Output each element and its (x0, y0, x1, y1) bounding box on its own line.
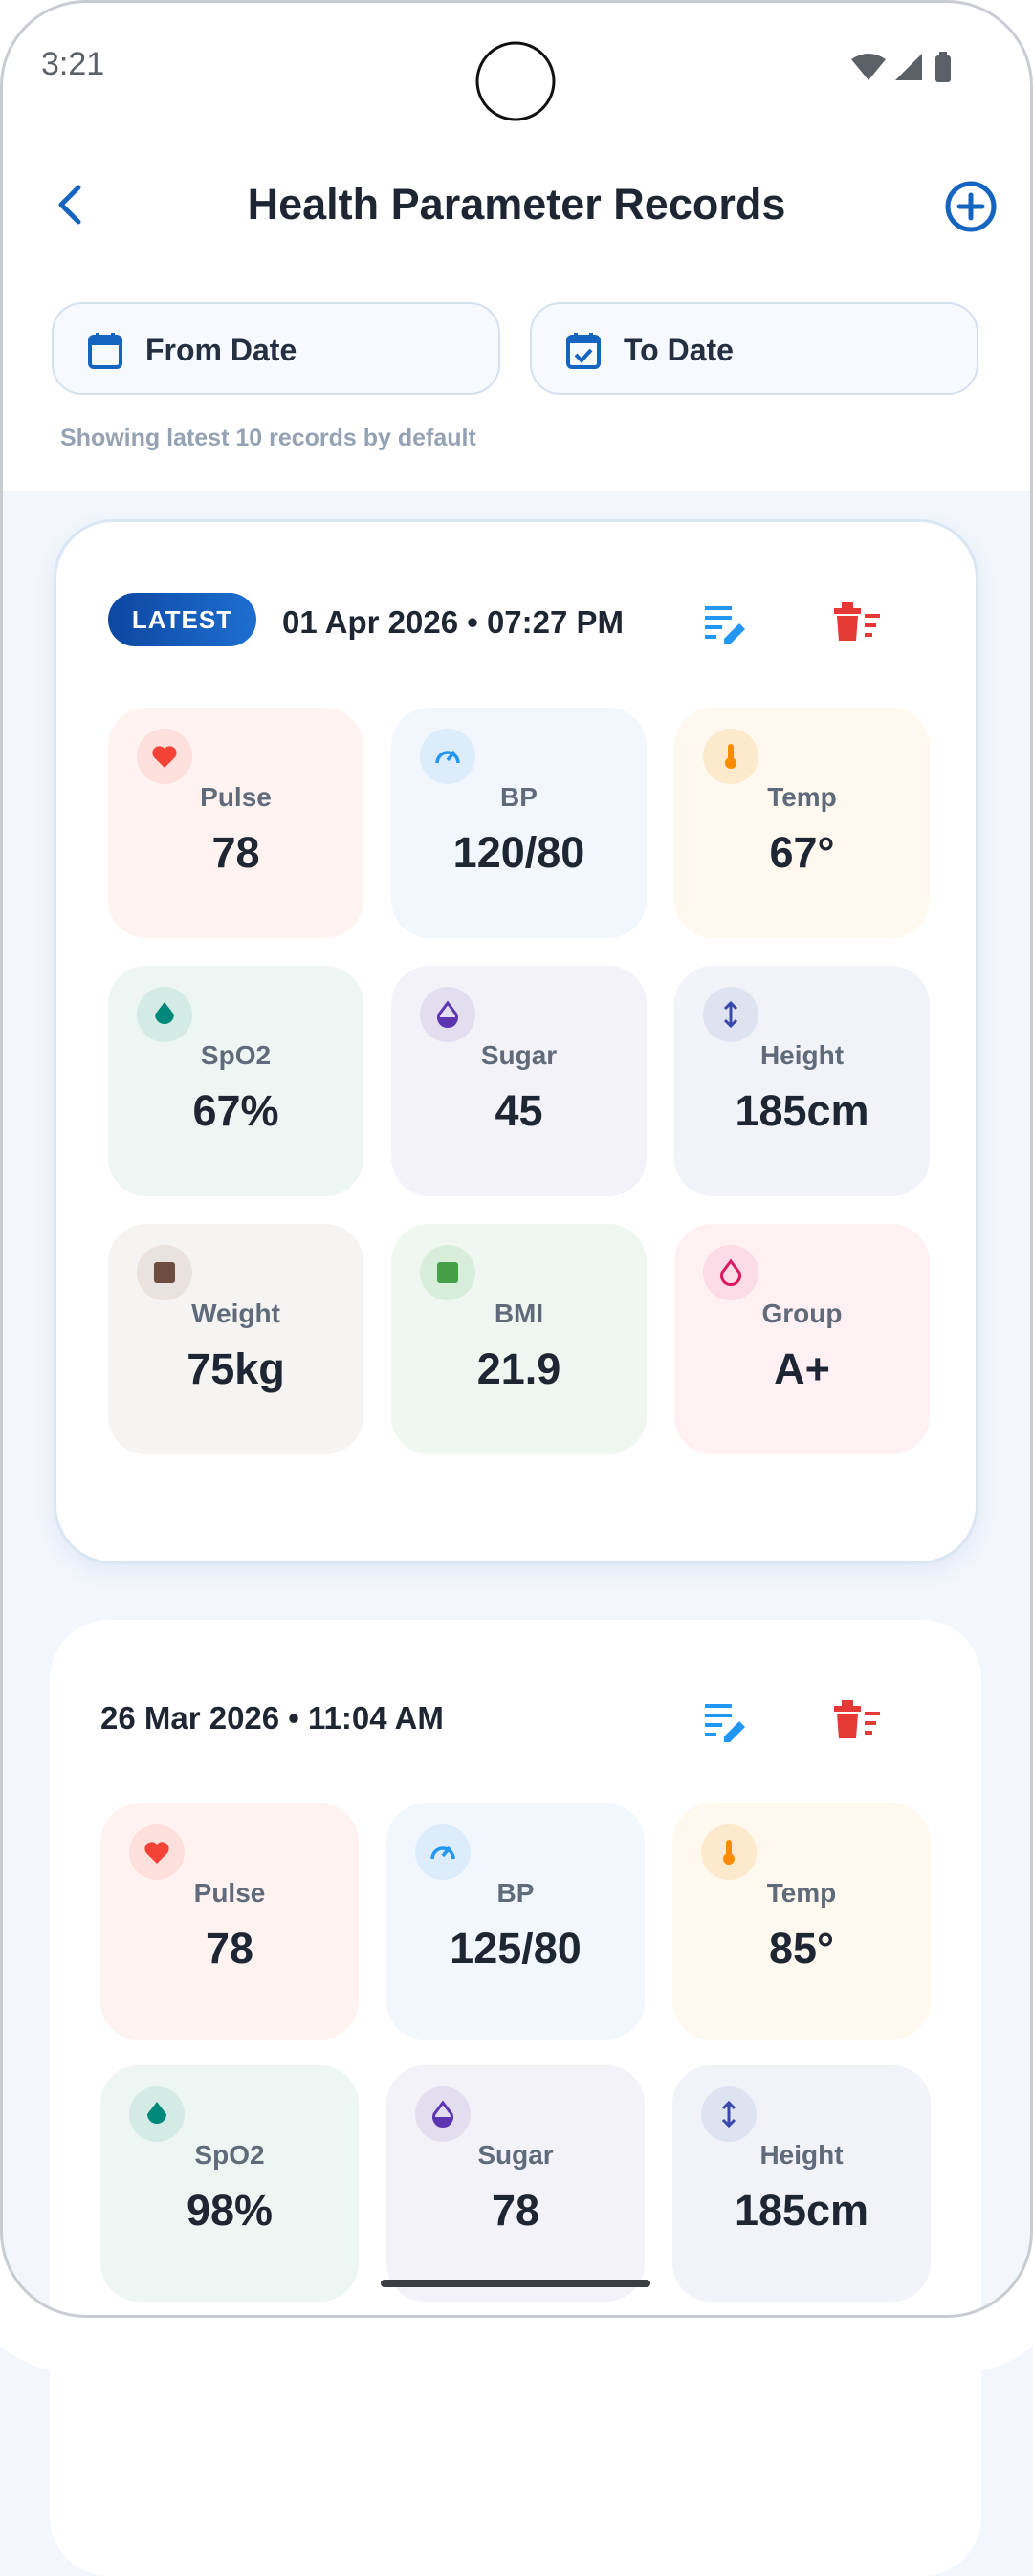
calendar-icon (88, 333, 122, 369)
metric-glyph (721, 2100, 736, 2128)
latest-badge: LATEST (108, 593, 256, 646)
metric-value: 21.9 (476, 1344, 561, 1393)
record-card: LATEST 01 Apr 2026 • 07:27 PM Pulse 78 BP 120… (54, 519, 978, 1564)
metric-icon (703, 987, 758, 1042)
metric-icon (129, 2086, 185, 2142)
metric-label: BMI (494, 1299, 544, 1328)
metric-tile: BMI 21.9 (391, 1224, 647, 1454)
metric-tile: Weight 75kg (108, 1224, 363, 1454)
metric-value: 75kg (187, 1344, 285, 1393)
metric-label: Group (761, 1299, 843, 1328)
metric-tile: Sugar 45 (391, 966, 647, 1196)
metric-glyph (720, 1258, 741, 1286)
metric-tile: Height 185cm (674, 966, 930, 1196)
edit-button[interactable] (703, 1700, 749, 1742)
metric-label: BP (496, 1878, 535, 1908)
back-button[interactable] (52, 182, 90, 228)
filter-note: Showing latest 10 records by default (60, 425, 476, 451)
metric-value: 125/80 (450, 1924, 582, 1973)
metric-label: BP (500, 782, 538, 812)
metric-value: 98% (186, 2186, 274, 2235)
edit-button[interactable] (703, 602, 749, 644)
metric-glyph (437, 1000, 458, 1028)
delete-button[interactable] (832, 599, 882, 644)
metric-label: Weight (191, 1299, 280, 1328)
record-card: 26 Mar 2026 • 11:04 AM Pulse 78 BP 125/80 Tem… (50, 1620, 981, 2576)
metric-label: Pulse (200, 782, 272, 812)
calendar-check-icon (566, 333, 601, 369)
metric-value: 78 (211, 828, 260, 877)
metric-glyph (435, 750, 460, 764)
metric-value: 120/80 (452, 828, 585, 877)
metric-value: 78 (205, 1924, 254, 1973)
status-time: 3:21 (41, 46, 105, 82)
metric-value: 85° (768, 1924, 835, 1973)
camera (475, 41, 556, 121)
add-button[interactable] (944, 180, 998, 233)
metric-value: 67% (192, 1086, 279, 1135)
to-date-button[interactable]: To Date (530, 302, 978, 395)
metric-tile: BP 120/80 (391, 708, 647, 938)
metric-glyph (154, 1262, 175, 1283)
metric-tile: Temp 67° (674, 708, 930, 938)
metric-value: 185cm (735, 1086, 869, 1135)
metric-label: Sugar (477, 2140, 554, 2170)
metric-icon (129, 1824, 185, 1880)
home-indicator (381, 2280, 650, 2287)
metric-glyph (432, 2100, 453, 2128)
record-date: 26 Mar 2026 • 11:04 AM (100, 1700, 444, 1736)
metric-icon (137, 1245, 192, 1300)
metric-tile: Height 185cm (672, 2065, 931, 2302)
metric-tile: Pulse 78 (108, 708, 363, 938)
metric-label: Height (759, 1040, 845, 1070)
metric-tile: Temp 85° (672, 1803, 931, 2040)
metric-glyph (152, 746, 177, 768)
page-title: Health Parameter Records (247, 180, 786, 229)
metric-icon (420, 729, 475, 784)
metric-glyph (430, 1845, 455, 1860)
status-icons (851, 52, 951, 82)
metric-icon (703, 729, 758, 784)
metric-glyph (723, 1000, 738, 1029)
metric-tile: BP 125/80 (386, 1803, 645, 2040)
metric-glyph (144, 1842, 169, 1864)
metric-glyph (147, 2102, 166, 2124)
metric-tile: SpO2 67% (108, 966, 363, 1196)
delete-button[interactable] (832, 1696, 882, 1742)
metric-label: Pulse (193, 1878, 266, 1908)
metric-tile: Group A+ (674, 1224, 930, 1454)
metric-glyph (723, 1840, 735, 1865)
metric-value: A+ (774, 1344, 830, 1393)
from-date-button[interactable]: From Date (52, 302, 500, 395)
metric-icon (701, 1824, 757, 1880)
metric-icon (137, 729, 192, 784)
metric-icon (420, 1245, 475, 1300)
metric-glyph (437, 1262, 458, 1283)
metric-label: SpO2 (200, 1040, 272, 1070)
metric-icon (415, 2086, 471, 2142)
metric-value: 78 (491, 2186, 540, 2235)
metric-value: 67° (769, 828, 835, 877)
metric-icon (415, 1824, 471, 1880)
metric-tile: Pulse 78 (100, 1803, 359, 2040)
metric-label: Sugar (480, 1040, 558, 1070)
metric-tile: SpO2 98% (100, 2065, 359, 2302)
metric-icon (701, 2086, 757, 2142)
metric-label: SpO2 (194, 2140, 265, 2170)
metric-glyph (725, 744, 736, 769)
metric-value: 45 (495, 1086, 543, 1135)
metric-label: Temp (766, 1878, 837, 1908)
metric-label: Temp (767, 782, 837, 812)
metric-icon (137, 987, 192, 1042)
record-date: 01 Apr 2026 • 07:27 PM (282, 604, 625, 640)
metric-glyph (155, 1002, 174, 1024)
metric-value: 185cm (734, 2186, 869, 2235)
metric-icon (420, 987, 475, 1042)
metric-tile: Sugar 78 (386, 2065, 645, 2302)
to-date-label: To Date (624, 333, 734, 367)
from-date-label: From Date (145, 333, 297, 367)
metric-label: Height (759, 2140, 844, 2170)
metric-icon (703, 1245, 758, 1300)
